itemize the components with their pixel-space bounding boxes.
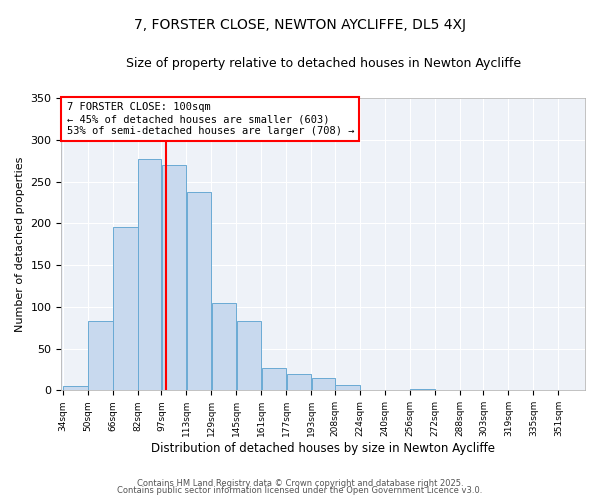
Bar: [88, 321, 113, 390]
X-axis label: Distribution of detached houses by size in Newton Aycliffe: Distribution of detached houses by size …: [151, 442, 495, 455]
Y-axis label: Number of detached properties: Number of detached properties: [15, 156, 25, 332]
Bar: [212, 304, 236, 390]
Bar: [138, 159, 161, 390]
Text: Contains HM Land Registry data © Crown copyright and database right 2025.: Contains HM Land Registry data © Crown c…: [137, 478, 463, 488]
Bar: [312, 378, 335, 390]
Bar: [410, 388, 435, 390]
Bar: [113, 228, 138, 390]
Text: 7, FORSTER CLOSE, NEWTON AYCLIFFE, DL5 4XJ: 7, FORSTER CLOSE, NEWTON AYCLIFFE, DL5 4…: [134, 18, 466, 32]
Bar: [63, 386, 88, 390]
Bar: [262, 368, 286, 390]
Text: Contains public sector information licensed under the Open Government Licence v3: Contains public sector information licen…: [118, 486, 482, 495]
Text: 7 FORSTER CLOSE: 100sqm
← 45% of detached houses are smaller (603)
53% of semi-d: 7 FORSTER CLOSE: 100sqm ← 45% of detache…: [67, 102, 354, 136]
Bar: [335, 386, 359, 390]
Bar: [236, 321, 261, 390]
Bar: [161, 165, 186, 390]
Bar: [187, 192, 211, 390]
Bar: [287, 374, 311, 390]
Title: Size of property relative to detached houses in Newton Aycliffe: Size of property relative to detached ho…: [125, 58, 521, 70]
